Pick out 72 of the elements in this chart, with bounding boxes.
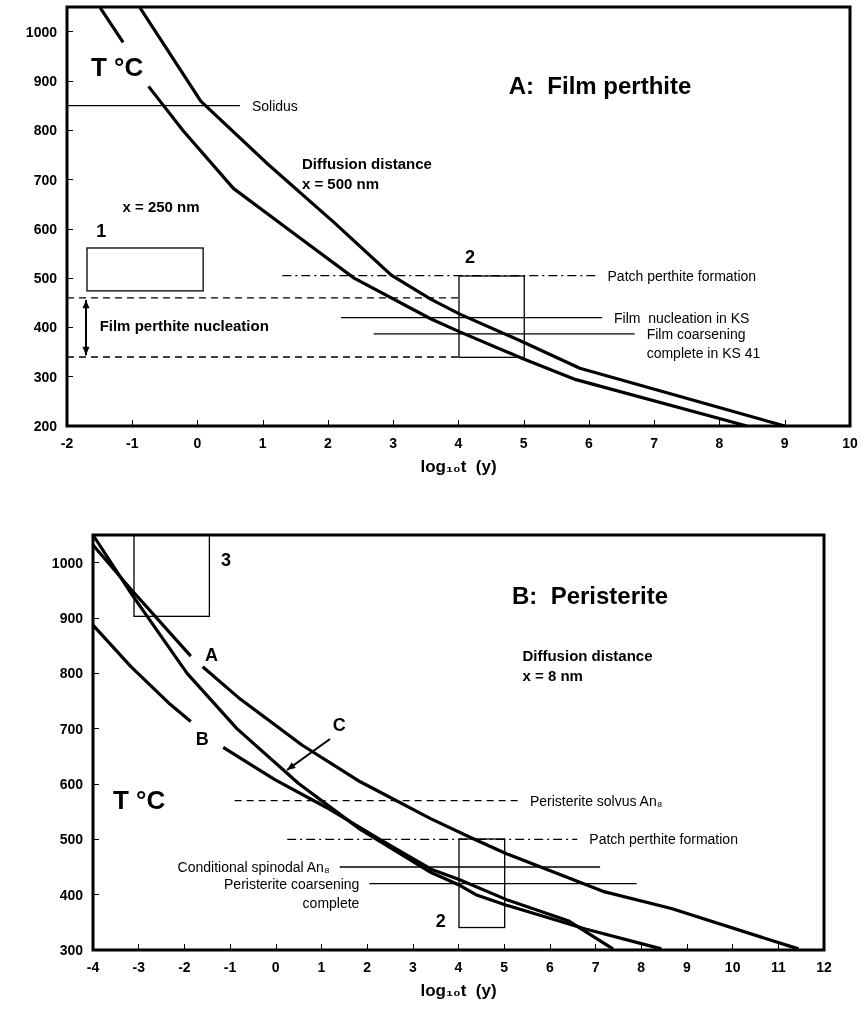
series-label: Solidus (251, 97, 298, 114)
x-axis-title: log₁₀t (y) (420, 457, 497, 476)
x-tick-label: -2 (178, 959, 191, 975)
y-tick-label: 300 (59, 942, 84, 958)
series-label: Conditional spinodal An₈ (177, 859, 330, 875)
x-tick-label: 8 (715, 435, 724, 451)
y-tick-label: 700 (59, 720, 84, 737)
annotation: Diffusion distance x = 500 nm (301, 154, 432, 192)
x-tick-label: 2 (324, 435, 333, 451)
x-tick-label: 1 (258, 435, 267, 451)
y-tick-label: 500 (59, 831, 84, 848)
y-tick-label: 200 (33, 418, 58, 434)
annotation: Diffusion distance x = 8 nm (522, 646, 653, 684)
x-tick-label: 4 (454, 959, 463, 975)
y-tick-label: 800 (59, 665, 84, 682)
annotation: Film perthite nucleation (99, 317, 269, 335)
y-tick-label: 800 (33, 122, 58, 139)
annotation: 2 (435, 910, 446, 931)
series-label: Patch perthite formation (607, 267, 757, 284)
y-tick-label: 1000 (51, 554, 84, 571)
x-tick-label: 2 (363, 959, 372, 975)
x-tick-label: 5 (500, 959, 509, 975)
y-axis-title: T °C (113, 785, 166, 815)
x-tick-label: 8 (637, 959, 646, 975)
y-tick-label: 600 (33, 220, 58, 237)
y-tick-label: 600 (59, 776, 84, 792)
y-tick-label: 500 (33, 270, 58, 287)
x-tick-label: 10 (724, 959, 741, 975)
y-tick-label: 700 (33, 171, 58, 188)
annotation: 3 (220, 550, 231, 571)
x-tick-label: 3 (389, 435, 398, 451)
y-tick-label: 400 (33, 319, 58, 336)
annotation: x = 250 nm (122, 197, 200, 215)
x-tick-label: 7 (591, 959, 600, 975)
text: B: Peristerite (511, 581, 669, 609)
x-tick-label: 12 (816, 959, 832, 975)
x-tick-label: -1 (223, 959, 237, 975)
annotation: B (195, 728, 209, 749)
x-tick-label: -2 (60, 435, 74, 451)
y-tick-label: 400 (59, 886, 84, 903)
x-tick-label: 6 (585, 435, 594, 451)
x-tick-label: 9 (780, 435, 789, 451)
x-tick-label: 9 (683, 959, 692, 975)
x-tick-label: 6 (545, 959, 554, 975)
x-tick-label: 0 (271, 959, 280, 975)
x-tick-label: 10 (842, 435, 858, 451)
annotation: 2 (465, 247, 476, 268)
text: A: Film perthite (508, 71, 692, 99)
x-tick-label: -1 (126, 435, 139, 451)
x-tick-label: -3 (132, 959, 146, 975)
x-tick-label: 5 (519, 435, 528, 451)
x-tick-label: 4 (454, 435, 463, 451)
y-axis-title: T °C (91, 52, 144, 82)
annotation: C (332, 714, 346, 735)
series-label: Film nucleation in KS (614, 309, 750, 326)
annotation: 1 (96, 220, 107, 241)
series-label: Peristerite solvus An₈ (529, 792, 663, 809)
x-tick-label: 0 (193, 435, 202, 451)
series-label: Peristerite coarsening complete (224, 876, 360, 912)
x-tick-label: -4 (86, 959, 100, 975)
series-label: Patch perthite formation (589, 831, 738, 848)
y-tick-label: 900 (59, 610, 84, 626)
x-axis-title: log₁₀t (y) (420, 981, 497, 1000)
y-tick-label: 900 (33, 72, 58, 89)
series-label: Film coarsening complete in KS 41 (646, 326, 761, 362)
x-tick-label: 11 (770, 959, 786, 975)
x-tick-label: 3 (408, 959, 417, 975)
x-tick-label: 1 (317, 959, 326, 975)
y-tick-label: 1000 (25, 23, 58, 40)
annotation: A (204, 644, 218, 665)
y-tick-label: 300 (33, 368, 58, 385)
x-tick-label: 7 (650, 435, 659, 451)
